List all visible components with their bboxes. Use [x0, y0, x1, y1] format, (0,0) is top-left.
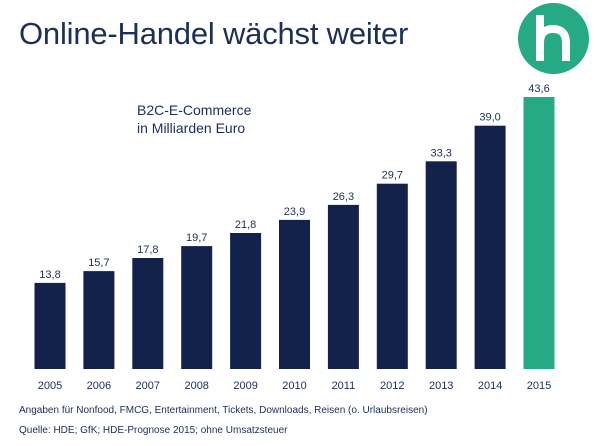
x-tick-2015: 2015 [527, 380, 551, 392]
value-label-2012: 29,7 [382, 170, 403, 182]
x-tick-2014: 2014 [478, 380, 502, 392]
value-label-2009: 21,8 [235, 219, 256, 231]
bar-2011 [327, 204, 359, 369]
x-tick-2006: 2006 [87, 380, 111, 392]
x-tick-2011: 2011 [332, 380, 356, 392]
value-label-2013: 33,3 [430, 147, 451, 159]
value-label-2007: 17,8 [137, 244, 158, 256]
x-tick-2008: 2008 [184, 380, 208, 392]
bar-2005 [34, 282, 66, 369]
bar-2009 [230, 233, 262, 369]
x-tick-2013: 2013 [429, 380, 453, 392]
footnote-source: Quelle: HDE; GfK; HDE-Prognose 2015; ohn… [19, 425, 288, 436]
bar-2015 [523, 97, 555, 369]
value-label-2008: 19,7 [186, 232, 207, 244]
bar-2012 [376, 183, 408, 369]
x-tick-2009: 2009 [233, 380, 257, 392]
x-tick-2012: 2012 [380, 380, 404, 392]
footnote-scope: Angaben für Nonfood, FMCG, Entertainment… [19, 405, 428, 416]
h-logo-icon [518, 3, 589, 74]
chart-title: B2C-E-Commerce [137, 102, 252, 118]
bar-2008 [181, 246, 213, 369]
page-title: Online-Handel wächst weiter [19, 16, 409, 51]
value-label-2006: 15,7 [88, 257, 109, 269]
value-label-2015: 43,6 [528, 83, 549, 95]
bar-2014 [474, 125, 506, 369]
bar-2013 [425, 161, 457, 369]
chart-subtitle: B2C-E-Commerce in Milliarden Euro [137, 101, 251, 137]
value-label-2005: 13,8 [39, 269, 60, 281]
x-tick-2005: 2005 [38, 380, 62, 392]
chart-unit: in Milliarden Euro [137, 120, 246, 136]
value-label-2010: 23,9 [284, 206, 305, 218]
value-label-2011: 26,3 [333, 191, 354, 203]
x-tick-2010: 2010 [282, 380, 306, 392]
bar-2010 [279, 219, 310, 369]
bar-2006 [83, 271, 115, 369]
x-tick-2007: 2007 [136, 380, 160, 392]
bar-2007 [132, 258, 164, 369]
value-label-2014: 39,0 [479, 112, 500, 124]
